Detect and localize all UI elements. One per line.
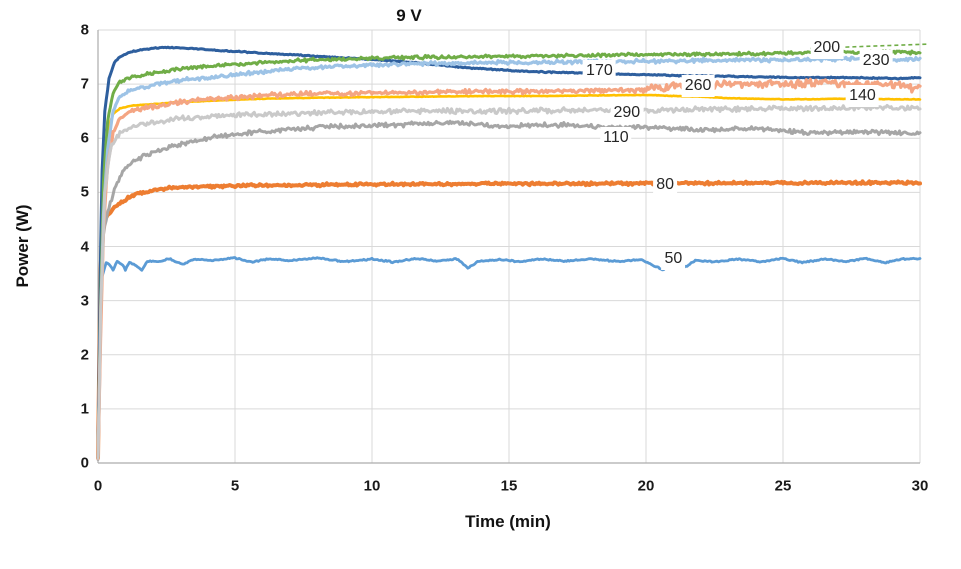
series-line-170 [96,45,922,460]
series-line-200 [96,49,922,460]
series-line-140 [96,93,922,460]
series-line-110 [96,119,922,461]
series-line-260 [96,77,922,461]
series-line-290 [96,103,922,460]
trendline-200-dashed [810,43,929,50]
series-line-50 [96,256,922,459]
series-line-80 [96,179,922,460]
series-line-230 [96,55,922,459]
